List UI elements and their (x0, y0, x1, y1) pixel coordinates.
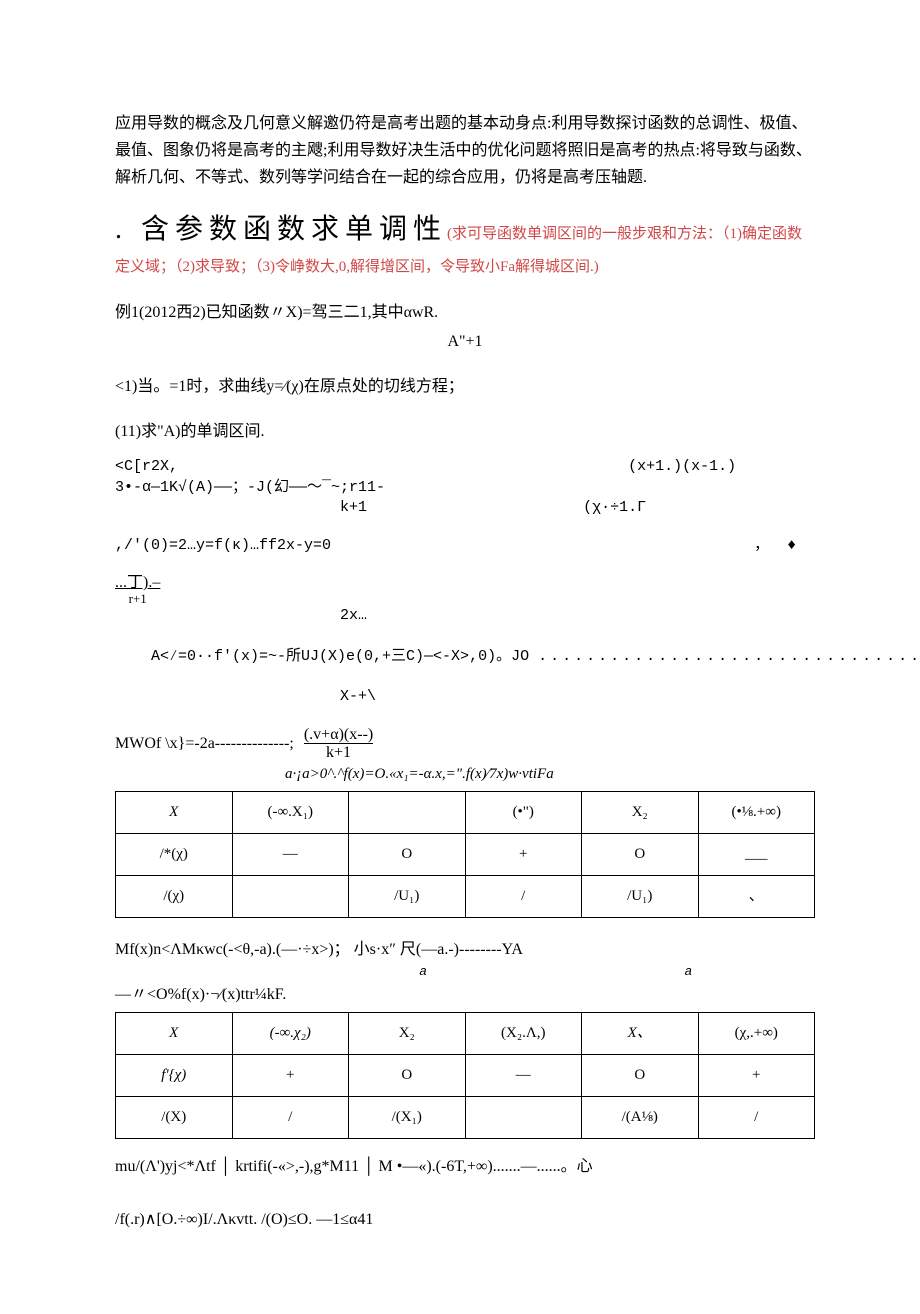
table-cell: /*(χ) (116, 834, 233, 876)
table-cell: /(χ) (116, 876, 233, 918)
table-cell: (χ,.+∞) (698, 1013, 815, 1055)
table-row: /(χ) /U₁) / /U₁) 、 (116, 876, 815, 918)
table-cell: ___ (698, 834, 815, 876)
table-cell (465, 1097, 582, 1139)
frac-bot: k+1 (304, 743, 373, 762)
tail-line-1: mu/(Λ')yj<*Λtf │ krtifi(-«>,-),g*M11 │ M… (115, 1153, 815, 1180)
table-cell: O (582, 834, 699, 876)
table-cell: X (116, 792, 233, 834)
tail-line-2: /f(.r)∧[O.÷∞)I/.Λκvtt. /(O)≤O. —1≤α41 (115, 1206, 815, 1233)
mid-line-2: —〃<O%f(x)·¬∕(x)ttr¼kF. (115, 981, 815, 1008)
intro-paragraph: 应用导数的概念及几何意义解邀仍符是高考出题的基本动身点:利用导数探讨函数的总调性… (115, 110, 815, 192)
table-cell: / (698, 1097, 815, 1139)
table-row: X (-∞.χ₂) X₂ (X₂.Λ,) X、 (χ,.+∞) (116, 1013, 815, 1055)
dots: ........................................… (538, 648, 920, 665)
table-cell: X (116, 1013, 233, 1055)
table-cell: O (582, 1055, 699, 1097)
work-line: X-+\ (115, 687, 815, 707)
table-cell: X₂ (349, 1013, 466, 1055)
table-row: /*(χ) — O + O ___ (116, 834, 815, 876)
frac-bot: r+1 (115, 592, 160, 606)
work-line: <C[r2X, (x+1.)(x-1.) (115, 457, 815, 477)
example-q2: (11)求"A)的单调区间. (115, 418, 815, 445)
work-line: 3•-α—1K√(A)——；-J(幻——〜¯~;r11- (115, 478, 815, 498)
example-line1: 例1(2012西2)已知函数〃X)=驾三二1,其中αwR. (115, 299, 815, 326)
table-cell: (•⅛.+∞) (698, 792, 815, 834)
table-cell: X₂ (582, 792, 699, 834)
dash: -------- (459, 941, 502, 958)
dash: -------------- (215, 734, 290, 751)
work-line: A<∕=0··f'(x)=~-所UJ(X)e(0,+三C)—<-X>,0)。JO… (115, 627, 815, 688)
mid-line-1: Mf(x)n<ΛMκwc(-<θ,-a).(—·÷x>)； 小s·x″ 尺(—a… (115, 936, 815, 963)
example-q1: <1)当。=1时，求曲线y=∕(χ)在原点处的切线方程； (115, 373, 815, 400)
frac-top: ...丁).– (115, 574, 160, 592)
work-seg: YA (502, 941, 523, 958)
page-root: 应用导数的概念及几何意义解邀仍符是高考出题的基本动身点:利用导数探讨函数的总调性… (0, 0, 920, 1314)
table-cell: /(X₁) (349, 1097, 466, 1139)
heading-main-text: . 含参数函数求单调性 (115, 214, 447, 245)
work-frac-1: ...丁).– r+1 (115, 574, 815, 606)
table-cell (232, 876, 349, 918)
mid-line-sub: a a (115, 963, 815, 981)
work-seg: A<∕=0··f'(x)=~-所UJ(X)e(0,+三C)—<-X>,0)。JO (151, 648, 538, 665)
table-cell: (•") (465, 792, 582, 834)
table-cell: / (465, 876, 582, 918)
table-cell: (-∞.χ₂) (232, 1013, 349, 1055)
table1-caption: a·¡a>0^.^f(x)=O.«x₁=-α.x,=".f(x)∕7x)w·vt… (115, 762, 815, 788)
table-cell: /(X) (116, 1097, 233, 1139)
table-row: X (-∞.X₁) (•") X₂ (•⅛.+∞) (116, 792, 815, 834)
table-cell: — (465, 1055, 582, 1097)
work-block-1: <C[r2X, (x+1.)(x-1.) 3•-α—1K√(A)——；-J(幻—… (115, 457, 815, 518)
sign-table-1: X (-∞.X₁) (•") X₂ (•⅛.+∞) /*(χ) — O + O … (115, 791, 815, 918)
work-seg: ; (289, 734, 293, 751)
work-seg: Mf(x)n<ΛMκwc(-<θ,-a).(—·÷x>)； 小s·x″ 尺(—a… (115, 941, 459, 958)
section-heading: . 含参数函数求单调性(求可导函数单调区间的一般步艰和方法：（1)确定函数定义域… (115, 206, 815, 281)
table-cell: — (232, 834, 349, 876)
work-seg: MWOf \x}=-2a (115, 734, 215, 751)
example-sub: A"+1 (115, 328, 815, 355)
table-cell: + (698, 1055, 815, 1097)
table-cell: + (232, 1055, 349, 1097)
frac-top: (.v+α)(x--) (304, 726, 373, 744)
work-line: ,/'(0)=2…y=f(κ)…ff2x-y=0 ， ♦ (115, 536, 815, 556)
table-cell: (-∞.X₁) (232, 792, 349, 834)
work-frac-2: MWOf \x}=-2a--------------; (.v+α)(x--) … (115, 726, 815, 762)
table-cell (349, 792, 466, 834)
table-cell: O (349, 834, 466, 876)
table-cell: /U₁) (582, 876, 699, 918)
table-cell: f'{χ) (116, 1055, 233, 1097)
table-cell: + (465, 834, 582, 876)
table-row: f'{χ) + O — O + (116, 1055, 815, 1097)
table-cell: / (232, 1097, 349, 1139)
sign-table-2: X (-∞.χ₂) X₂ (X₂.Λ,) X、 (χ,.+∞) f'{χ) + … (115, 1012, 815, 1139)
work-line: k+1 (χ·÷1.Γ (115, 498, 815, 518)
table-cell: X、 (582, 1013, 699, 1055)
work-line: 2x… (115, 606, 815, 626)
table-cell: /U₁) (349, 876, 466, 918)
table-cell: 、 (698, 876, 815, 918)
table-cell: O (349, 1055, 466, 1097)
table-cell: (X₂.Λ,) (465, 1013, 582, 1055)
table-row: /(X) / /(X₁) /(A⅛) / (116, 1097, 815, 1139)
table-cell: /(A⅛) (582, 1097, 699, 1139)
